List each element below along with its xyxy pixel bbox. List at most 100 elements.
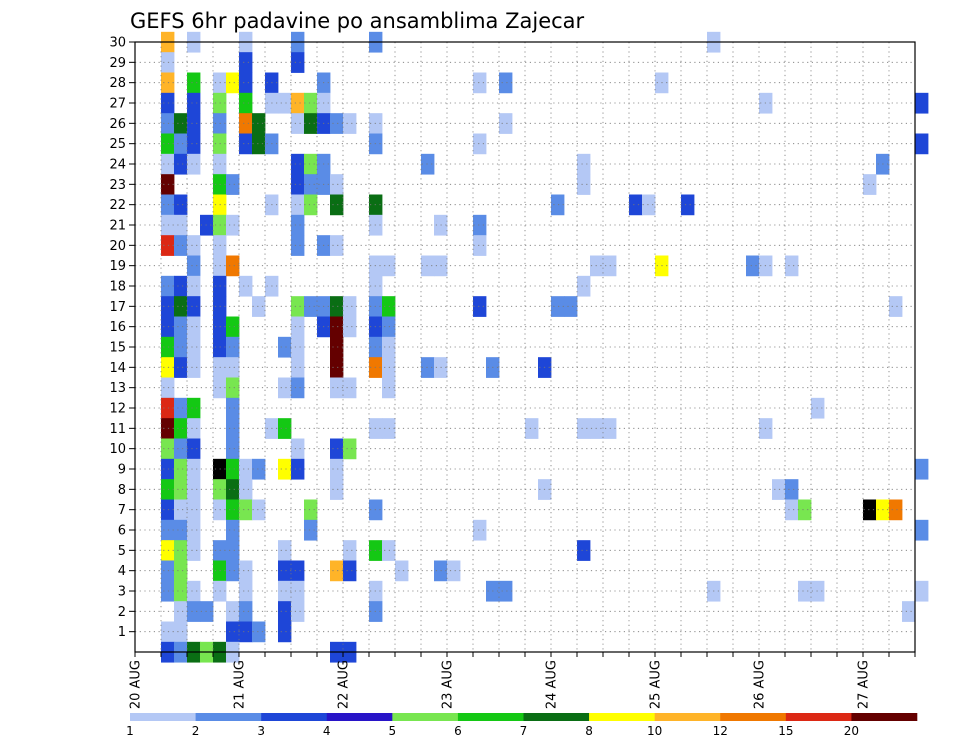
heatmap-cell	[161, 621, 175, 643]
heatmap-cell	[551, 296, 565, 317]
heatmap-cell	[278, 540, 292, 561]
colorbar-swatch	[720, 713, 787, 721]
heatmap-cell	[174, 235, 188, 256]
heatmap-cell	[174, 397, 188, 419]
x-tick-label: 20 AUG	[129, 660, 144, 709]
y-tick-label: 16	[109, 320, 126, 335]
heatmap-cell	[226, 621, 240, 643]
colorbar-swatch	[654, 713, 721, 721]
heatmap-cell	[161, 72, 175, 94]
heatmap-cell	[629, 194, 643, 216]
heatmap-cell	[187, 275, 201, 297]
heatmap-cell	[343, 377, 357, 399]
heatmap-cell	[187, 397, 201, 419]
colorbar-label: 8	[585, 724, 593, 738]
heatmap-cell	[291, 357, 305, 378]
heatmap-cell	[291, 194, 305, 216]
heatmap-cell	[252, 499, 266, 521]
colorbar: 1 2 3 4 5 6 7 8 10 12 15 20	[126, 713, 918, 738]
heatmap-cell	[291, 235, 305, 256]
heatmap-cell	[447, 560, 461, 582]
heatmap-cell	[577, 153, 591, 175]
heatmap-cell	[226, 560, 240, 582]
y-tick-label: 10	[109, 442, 126, 457]
y-axis: 1234567891011121314151617181920212223242…	[109, 36, 135, 640]
y-tick-label: 27	[109, 97, 126, 112]
chart-title: GEFS 6hr padavine po ansamblima Zajecar	[130, 9, 585, 33]
colorbar-swatch	[523, 713, 590, 721]
heatmap-cell	[382, 316, 396, 338]
heatmap-cell	[239, 72, 253, 94]
heatmap-cell	[421, 357, 435, 378]
heatmap-cell	[291, 113, 305, 134]
heatmap-cell	[161, 479, 175, 500]
heatmap-cell	[382, 540, 396, 561]
heatmap-cell	[161, 174, 175, 195]
heatmap-cell	[785, 499, 799, 521]
heatmap-cell	[291, 580, 305, 602]
x-tick-label: 27 AUG	[857, 660, 872, 709]
y-tick-label: 15	[109, 341, 126, 356]
heatmap-cell	[187, 540, 201, 561]
colorbar-label: 15	[778, 724, 793, 738]
heatmap-cell	[395, 560, 409, 582]
heatmap-cell	[174, 479, 188, 500]
heatmap-cell	[187, 72, 201, 94]
heatmap-cell	[226, 519, 240, 541]
heatmap-cell	[421, 255, 435, 277]
heatmap-cell	[330, 296, 344, 317]
heatmap-cell	[226, 214, 240, 236]
heatmap-cell	[278, 621, 292, 643]
heatmap-cell	[343, 296, 357, 317]
heatmap-cell	[681, 194, 695, 216]
colorbar-swatch	[851, 713, 918, 721]
heatmap-cell	[226, 377, 240, 399]
heatmap-cell	[278, 92, 292, 114]
heatmap-cell	[174, 133, 188, 155]
heatmap-cell	[473, 214, 487, 236]
heatmap-cell	[473, 133, 487, 155]
heatmap-cell	[161, 133, 175, 155]
heatmap-cell	[161, 397, 175, 419]
heatmap-cell	[174, 438, 188, 460]
y-tick-label: 3	[118, 585, 126, 600]
heatmap-cell	[174, 336, 188, 358]
colorbar-label: 10	[647, 724, 662, 738]
heatmap-cell	[187, 316, 201, 338]
heatmap-cell	[343, 113, 357, 134]
heatmap-cell	[499, 113, 513, 134]
heatmap-cell	[226, 458, 240, 480]
heatmap-cell	[161, 316, 175, 338]
heatmap-cell	[187, 519, 201, 541]
heatmap-cell	[161, 194, 175, 216]
heatmap-cell	[161, 275, 175, 297]
heatmap-cell	[304, 113, 318, 134]
colorbar-label: 4	[323, 724, 331, 738]
heatmap-cell	[291, 601, 305, 622]
heatmap-cell	[161, 113, 175, 134]
heatmap-cell	[187, 479, 201, 500]
x-axis: 20 AUG 21 AUG 22 AUG 23 AUG 24 AUG 25 AUG 26 A…	[129, 652, 916, 709]
heatmap-cell	[889, 296, 903, 317]
heatmap-cell	[174, 540, 188, 561]
heatmap-cell	[226, 316, 240, 338]
y-tick-label: 19	[109, 259, 126, 274]
heatmap-cell	[473, 235, 487, 256]
heatmap-cell	[161, 540, 175, 561]
heatmap-cell	[161, 499, 175, 521]
heatmap-cell	[174, 458, 188, 480]
y-tick-label: 9	[118, 463, 126, 478]
heatmap-cell	[473, 72, 487, 94]
x-tick-label: 25 AUG	[649, 660, 664, 709]
heatmap-cell	[330, 235, 344, 256]
heatmap-cell	[239, 601, 253, 622]
heatmap-cell	[226, 499, 240, 521]
heatmap-cell	[161, 153, 175, 175]
heatmap-cell	[161, 357, 175, 378]
heatmap-cell	[382, 336, 396, 358]
heatmap-cell	[278, 601, 292, 622]
grid-lines	[135, 42, 915, 652]
heatmap-cell	[785, 255, 799, 277]
heatmap-cell	[382, 377, 396, 399]
